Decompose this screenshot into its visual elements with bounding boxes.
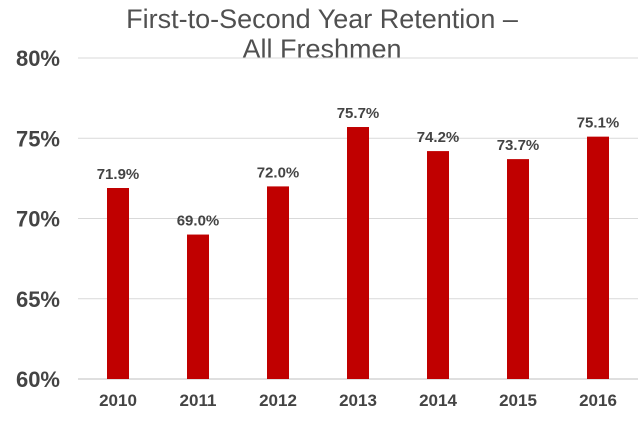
x-tick-label: 2015 (499, 391, 537, 410)
chart-title-line-1: First-to-Second Year Retention – (126, 4, 518, 34)
data-label: 72.0% (257, 164, 300, 181)
chart-title: First-to-Second Year Retention – All Fre… (0, 4, 644, 64)
data-label: 74.2% (417, 129, 460, 146)
bar (187, 234, 209, 379)
y-tick-label: 70% (16, 207, 60, 232)
data-label: 71.9% (97, 166, 140, 183)
bar (347, 127, 369, 379)
x-tick-label: 2016 (579, 391, 617, 410)
bar (267, 186, 289, 379)
data-label: 73.7% (497, 137, 540, 154)
x-tick-label: 2011 (180, 391, 217, 410)
bar (427, 151, 449, 379)
bar (587, 136, 609, 379)
y-tick-label: 80% (16, 46, 60, 71)
bar (107, 188, 129, 379)
data-label: 69.0% (177, 213, 220, 230)
x-tick-label: 2010 (99, 391, 137, 410)
bar (507, 159, 529, 379)
x-tick-label: 2012 (259, 391, 297, 410)
y-tick-label: 60% (16, 367, 60, 392)
y-tick-label: 65% (16, 287, 60, 312)
y-tick-label: 75% (16, 126, 60, 151)
x-tick-label: 2013 (339, 391, 377, 410)
data-label: 75.1% (577, 115, 620, 132)
data-label: 75.7% (337, 105, 380, 122)
chart-title-line-2: All Freshmen (242, 34, 402, 64)
x-tick-label: 2014 (419, 391, 457, 410)
